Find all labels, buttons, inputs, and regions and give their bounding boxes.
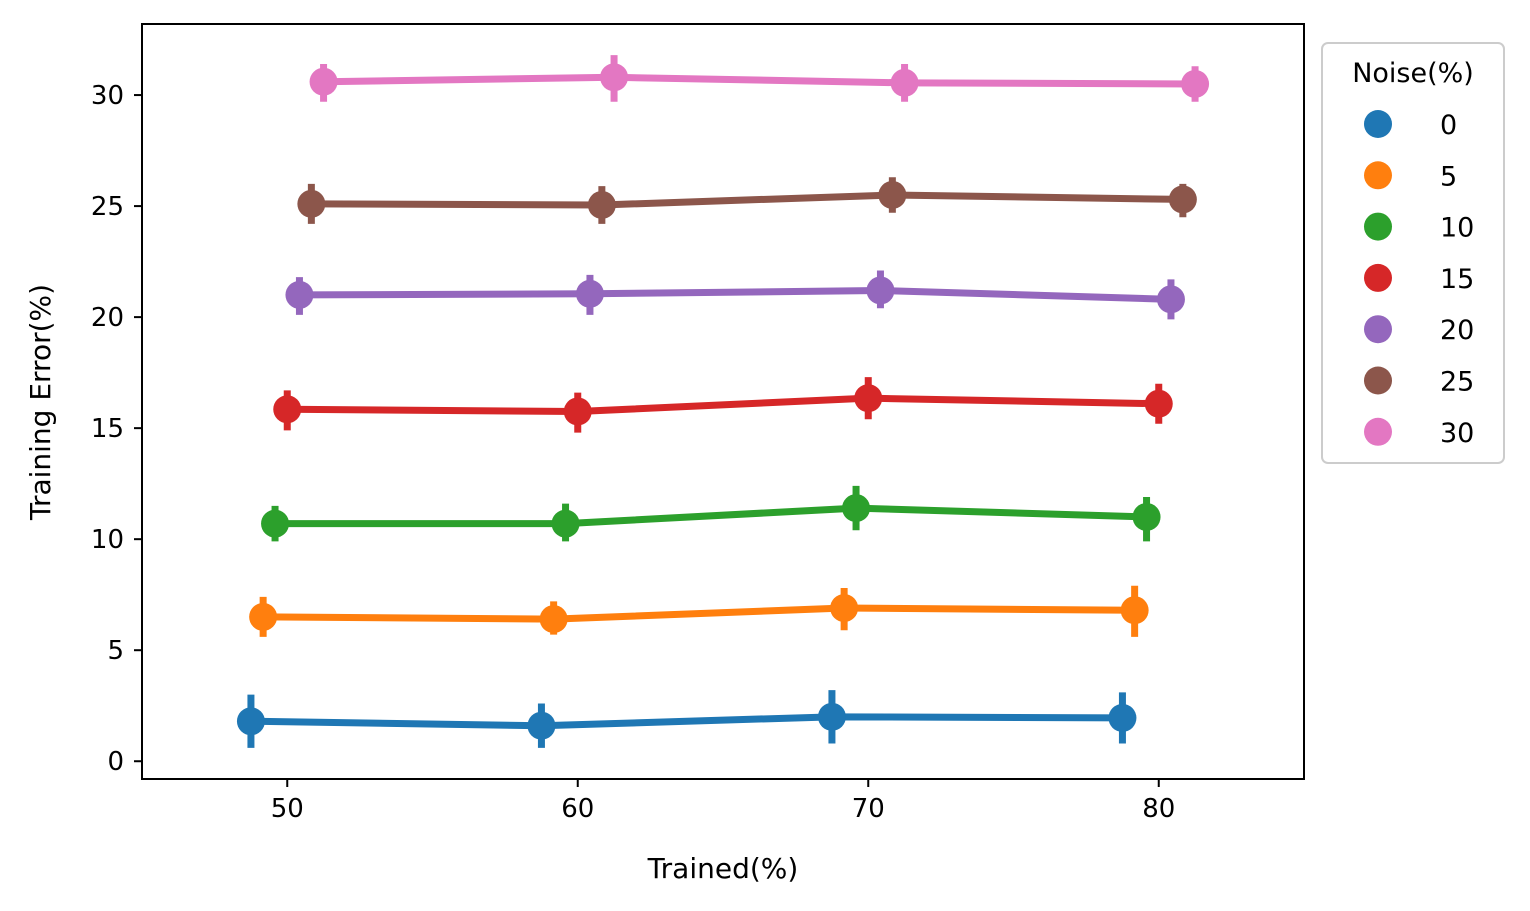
series-10 bbox=[261, 485, 1161, 542]
data-point-5-0 bbox=[249, 602, 278, 631]
data-point-5-3 bbox=[1120, 596, 1149, 625]
series-30 bbox=[309, 55, 1210, 102]
legend-marker-25 bbox=[1364, 366, 1392, 395]
legend-label-15: 15 bbox=[1440, 264, 1474, 295]
x-axis: 50 60 70 80 bbox=[271, 779, 1175, 824]
data-point-10-1 bbox=[551, 509, 580, 538]
data-point-20-0 bbox=[285, 280, 314, 309]
data-point-25-1 bbox=[587, 190, 616, 219]
series-line-15 bbox=[287, 394, 1159, 415]
legend-label-5: 5 bbox=[1440, 161, 1457, 192]
legend-label-25: 25 bbox=[1440, 367, 1474, 398]
data-point-10-3 bbox=[1132, 502, 1161, 531]
legend: Noise(%) 0 5 10 15 20 25 30 bbox=[1321, 42, 1505, 464]
legend-marker-10 bbox=[1364, 212, 1392, 241]
series-line-5 bbox=[263, 604, 1135, 623]
series-line-30 bbox=[323, 73, 1196, 88]
legend-marker-30 bbox=[1364, 417, 1392, 446]
series-20 bbox=[285, 270, 1185, 320]
legend-marker-5 bbox=[1364, 161, 1392, 190]
y-axis: 0 5 10 15 20 25 30 bbox=[91, 81, 142, 777]
series-line-25 bbox=[311, 191, 1183, 209]
series-line-10 bbox=[275, 504, 1147, 528]
data-point-30-2 bbox=[890, 68, 919, 97]
data-point-15-2 bbox=[854, 384, 883, 413]
legend-label-0: 0 bbox=[1440, 110, 1457, 141]
plot-area bbox=[236, 55, 1210, 748]
y-axis-label: Training Error(%) bbox=[24, 284, 57, 521]
data-point-10-2 bbox=[842, 494, 871, 523]
legend-box bbox=[1321, 42, 1505, 464]
legend-label-10: 10 bbox=[1440, 213, 1474, 244]
series-15 bbox=[273, 377, 1173, 433]
y-tick-label-0: 0 bbox=[107, 747, 124, 777]
data-point-0-1 bbox=[527, 711, 556, 740]
series-25 bbox=[297, 177, 1197, 224]
data-point-25-2 bbox=[878, 180, 907, 209]
data-point-15-3 bbox=[1144, 389, 1173, 418]
x-axis-label: Trained(%) bbox=[647, 852, 799, 885]
y-tick-label-3: 15 bbox=[91, 414, 124, 444]
plot-frame bbox=[141, 23, 1305, 780]
data-point-30-3 bbox=[1181, 69, 1210, 98]
series-line-0 bbox=[250, 713, 1123, 730]
series-0 bbox=[236, 690, 1137, 748]
y-tick-label-2: 10 bbox=[91, 525, 124, 555]
series-5 bbox=[249, 585, 1149, 637]
series-line-20 bbox=[299, 286, 1172, 303]
data-point-20-1 bbox=[575, 279, 604, 308]
y-tick-label-4: 20 bbox=[91, 303, 124, 333]
data-point-15-1 bbox=[563, 397, 592, 426]
legend-marker-20 bbox=[1364, 315, 1392, 344]
data-point-25-0 bbox=[297, 189, 326, 218]
legend-label-30: 30 bbox=[1440, 418, 1474, 449]
data-point-0-3 bbox=[1108, 703, 1137, 732]
data-point-30-0 bbox=[309, 67, 338, 96]
data-point-0-0 bbox=[236, 707, 265, 736]
data-point-20-2 bbox=[866, 276, 895, 305]
y-tick-label-6: 30 bbox=[91, 81, 124, 111]
data-point-30-1 bbox=[600, 63, 629, 92]
legend-label-20: 20 bbox=[1440, 315, 1474, 346]
legend-marker-15 bbox=[1364, 263, 1392, 292]
data-point-20-3 bbox=[1156, 285, 1185, 314]
x-tick-label-1: 60 bbox=[561, 794, 594, 824]
x-tick-label-0: 50 bbox=[271, 794, 304, 824]
data-point-5-2 bbox=[830, 594, 859, 623]
legend-marker-0 bbox=[1364, 110, 1392, 138]
x-tick-label-3: 80 bbox=[1142, 794, 1175, 824]
y-tick-label-5: 25 bbox=[91, 192, 124, 222]
data-point-5-1 bbox=[539, 605, 568, 634]
legend-title: Noise(%) bbox=[1352, 58, 1474, 89]
data-point-15-0 bbox=[273, 395, 302, 424]
data-point-25-3 bbox=[1168, 185, 1197, 214]
y-tick-label-1: 5 bbox=[107, 636, 124, 666]
x-tick-label-2: 70 bbox=[852, 794, 885, 824]
legend-items: 0 5 10 15 20 25 30 bbox=[1364, 110, 1474, 449]
data-point-0-2 bbox=[817, 702, 846, 731]
data-point-10-0 bbox=[261, 509, 290, 538]
